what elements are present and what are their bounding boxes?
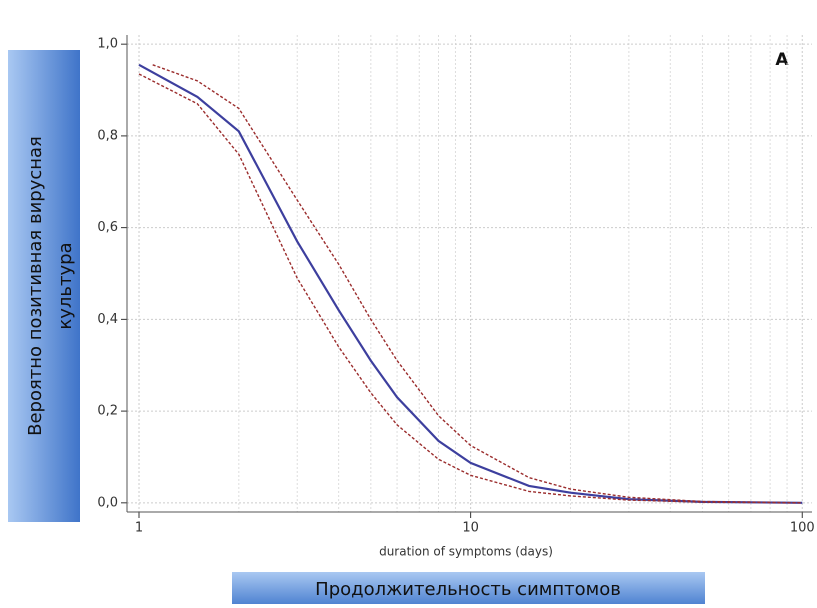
y-tick-label: 0,2 bbox=[97, 404, 118, 419]
x-tick-label: 1 bbox=[135, 521, 143, 536]
line-series bbox=[138, 73, 803, 504]
line-series bbox=[138, 63, 803, 504]
y-label: культура bbox=[55, 242, 76, 329]
x-label-box bbox=[232, 572, 705, 606]
annotation: A bbox=[775, 50, 789, 70]
y-tick-label: 1,0 bbox=[97, 37, 118, 52]
x-axis-label: duration of symptoms (days) bbox=[379, 545, 553, 559]
y-tick-label: 0,0 bbox=[97, 495, 118, 510]
line-series bbox=[152, 64, 803, 504]
x-tick-label: 100 bbox=[790, 521, 815, 536]
y-label: Вероятно позитивная вирусная bbox=[25, 136, 46, 436]
y-label-box bbox=[8, 50, 80, 522]
y-tick-label: 0,8 bbox=[97, 128, 118, 143]
x-label-box-text: Продолжительность симптомов bbox=[315, 579, 621, 600]
y-tick-label: 0,6 bbox=[97, 220, 118, 235]
x-tick-label: 10 bbox=[462, 521, 479, 536]
y-tick-label: 0,4 bbox=[97, 312, 118, 327]
